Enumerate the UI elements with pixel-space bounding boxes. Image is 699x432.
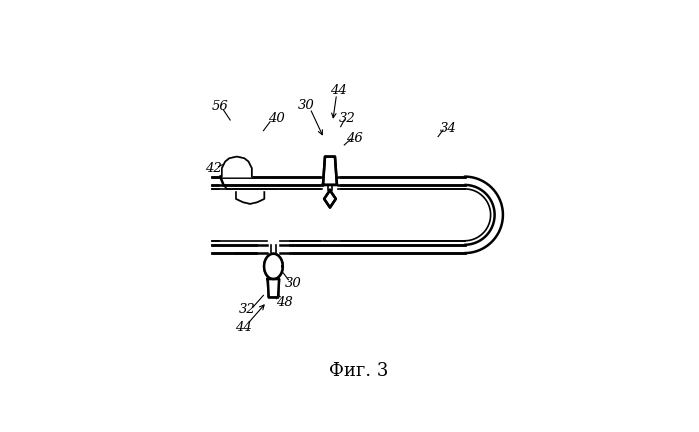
Text: 42: 42 [206,162,222,175]
Polygon shape [268,279,279,297]
Polygon shape [220,175,278,241]
Text: 56: 56 [212,100,229,113]
Text: 32: 32 [339,112,356,125]
Text: 46: 46 [347,132,363,145]
Text: 48: 48 [276,296,293,309]
Text: 44: 44 [330,84,347,97]
Polygon shape [324,190,336,207]
Polygon shape [264,254,282,279]
Text: 34: 34 [440,122,456,135]
Polygon shape [323,157,337,185]
Text: Фиг. 3: Фиг. 3 [329,362,388,380]
Text: 58: 58 [242,198,259,211]
Polygon shape [268,279,279,297]
Text: 30: 30 [298,98,315,111]
Polygon shape [222,157,252,177]
Polygon shape [324,190,336,207]
Polygon shape [236,192,264,204]
Text: 40: 40 [268,112,285,125]
Polygon shape [259,239,289,255]
Polygon shape [323,157,337,185]
Text: 30: 30 [285,276,302,289]
Polygon shape [236,192,264,204]
Polygon shape [322,155,338,242]
Polygon shape [264,254,282,279]
Polygon shape [222,157,252,177]
Text: 44: 44 [235,321,252,334]
Text: 32: 32 [239,303,256,316]
